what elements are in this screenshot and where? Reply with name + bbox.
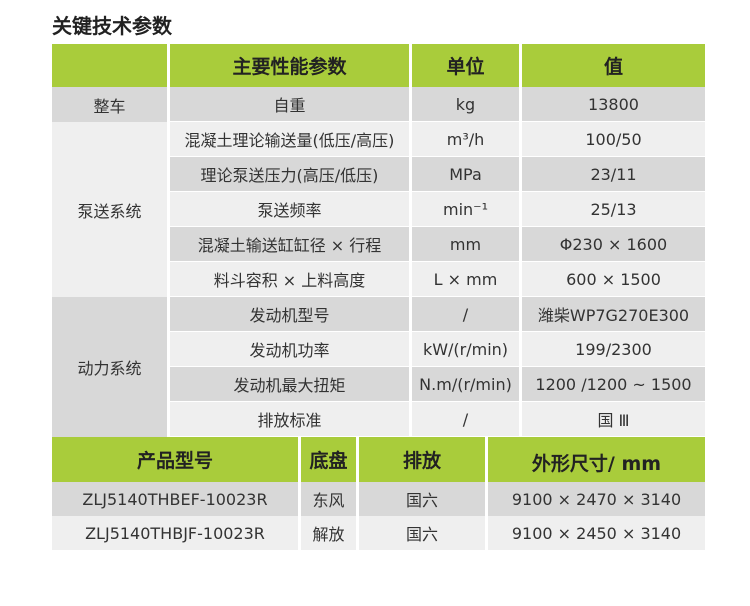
header-cell: 排放 (359, 437, 485, 482)
model-cell: 国六 (359, 482, 485, 516)
model-cell: 国六 (359, 516, 485, 550)
value-cell: 国 Ⅲ (522, 402, 705, 437)
model-cell: 9100 × 2450 × 3140 (488, 516, 705, 550)
spec-table: 主要性能参数 单位值整车 自重 kg 13800 泵送系统 混凝土理论输送量(低压/高压) m… (52, 44, 705, 437)
model-cell: 9100 × 2470 × 3140 (488, 482, 705, 516)
value-cell: 199/2300 (522, 332, 705, 367)
header-cell (52, 44, 167, 87)
value-cell: 23/11 (522, 157, 705, 192)
header-cell: 主要性能参数 (170, 44, 409, 87)
category-cell: 泵送系统 (52, 122, 167, 297)
param-cell: 发动机功率 (170, 332, 409, 367)
model-cell: 东风 (301, 482, 356, 516)
category-cell: 整车 (52, 87, 167, 122)
unit-cell: kg (412, 87, 519, 122)
param-cell: 发动机最大扭矩 (170, 367, 409, 402)
unit-cell: kW/(r/min) (412, 332, 519, 367)
param-cell: 料斗容积 × 上料高度 (170, 262, 409, 297)
param-cell: 泵送频率 (170, 192, 409, 227)
unit-cell: L × mm (412, 262, 519, 297)
model-cell: ZLJ5140THBJF-10023R (52, 516, 298, 550)
page-title: 关键技术参数 (52, 14, 172, 38)
param-cell: 发动机型号 (170, 297, 409, 332)
category-cell: 动力系统 (52, 297, 167, 437)
value-cell: 100/50 (522, 122, 705, 157)
param-cell: 自重 (170, 87, 409, 122)
unit-cell: m³/h (412, 122, 519, 157)
param-cell: 排放标准 (170, 402, 409, 437)
model-cell: ZLJ5140THBEF-10023R (52, 482, 298, 516)
value-cell: 600 × 1500 (522, 262, 705, 297)
unit-cell: MPa (412, 157, 519, 192)
model-table: 产品型号 底盘 排放 外形尺寸/ mm ZLJ5140THBEF-10023R 东风 国六 9… (52, 437, 705, 550)
param-cell: 混凝土理论输送量(低压/高压) (170, 122, 409, 157)
unit-cell: / (412, 402, 519, 437)
value-cell: 潍柴WP7G270E300 (522, 297, 705, 332)
header-cell: 单位 (412, 44, 519, 87)
unit-cell: min⁻¹ (412, 192, 519, 227)
unit-cell: mm (412, 227, 519, 262)
unit-cell: N.m/(r/min) (412, 367, 519, 402)
model-cell: 解放 (301, 516, 356, 550)
param-cell: 理论泵送压力(高压/低压) (170, 157, 409, 192)
value-cell: Φ230 × 1600 (522, 227, 705, 262)
header-cell: 外形尺寸/ mm (488, 437, 705, 482)
header-cell: 产品型号 (52, 437, 298, 482)
header-cell: 底盘 (301, 437, 356, 482)
value-cell: 1200 /1200 ~ 1500 (522, 367, 705, 402)
value-cell: 25/13 (522, 192, 705, 227)
param-cell: 混凝土输送缸缸径 × 行程 (170, 227, 409, 262)
unit-cell: / (412, 297, 519, 332)
header-cell: 值 (522, 44, 705, 87)
value-cell: 13800 (522, 87, 705, 122)
